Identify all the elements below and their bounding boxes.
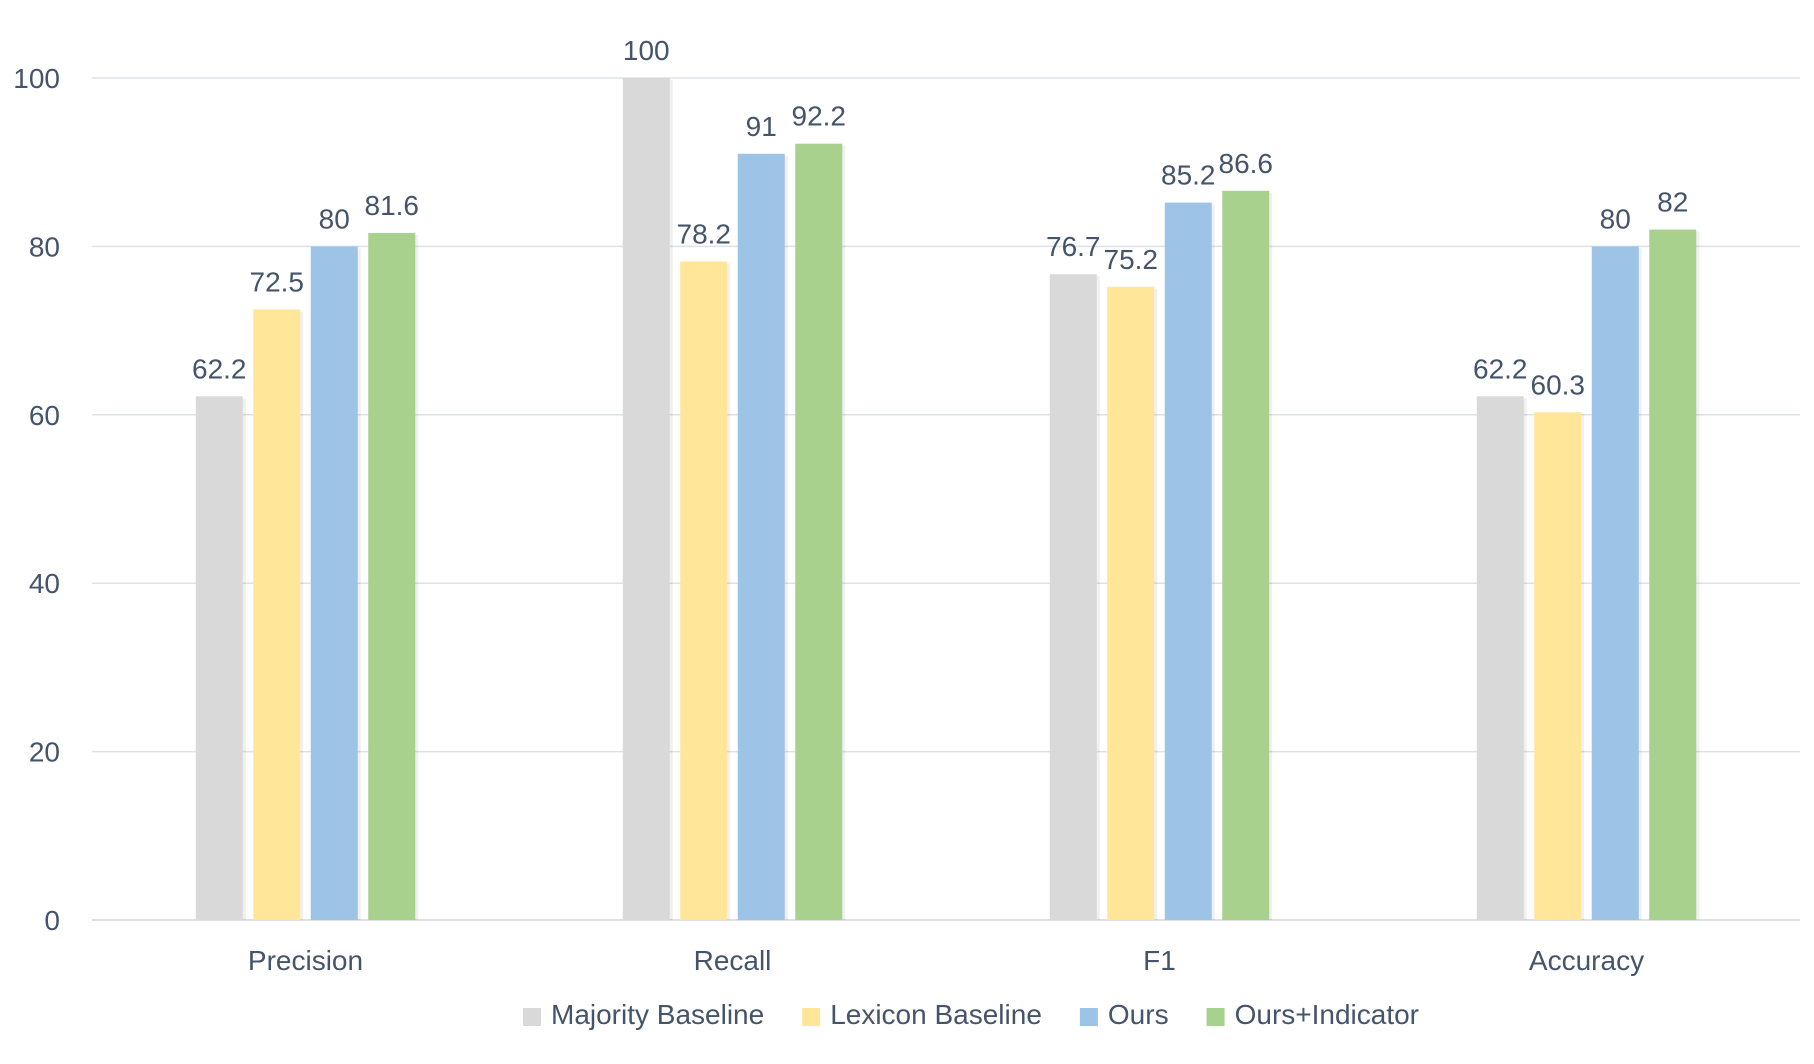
bar-ours-indicator-recall xyxy=(795,143,843,920)
legend-swatch xyxy=(1206,1008,1225,1026)
data-label: 92.2 xyxy=(792,101,847,132)
data-label: 91 xyxy=(746,111,777,142)
x-axis-ticks: Precision Recall F1 Accuracy xyxy=(248,945,1644,976)
y-axis-ticks: 0 20 40 60 80 100 xyxy=(13,63,60,936)
x-tick-label: Accuracy xyxy=(1529,945,1644,976)
data-label: 80 xyxy=(1600,203,1631,234)
data-label: 85.2 xyxy=(1161,160,1216,191)
data-label: 75.2 xyxy=(1104,244,1159,275)
x-tick-label: Precision xyxy=(248,945,363,976)
bar-ours-indicator-accuracy xyxy=(1649,229,1697,920)
data-label: 76.7 xyxy=(1046,231,1101,262)
legend-label: Majority Baseline xyxy=(551,999,764,1030)
data-label: 100 xyxy=(623,35,670,66)
y-tick-label: 100 xyxy=(13,63,60,94)
x-tick-label: F1 xyxy=(1143,945,1176,976)
legend-label: Lexicon Baseline xyxy=(830,999,1042,1030)
bar-lexicon-baseline-precision xyxy=(253,309,301,920)
y-tick-label: 40 xyxy=(29,568,60,599)
legend-swatch xyxy=(802,1008,821,1026)
bar-majority-baseline-recall xyxy=(622,78,670,920)
y-tick-label: 20 xyxy=(29,737,60,768)
data-label: 80 xyxy=(319,203,350,234)
y-tick-label: 80 xyxy=(29,231,60,262)
legend-item: Ours xyxy=(1079,999,1169,1030)
y-tick-label: 0 xyxy=(44,905,60,936)
bars xyxy=(195,78,1700,921)
legend: Majority Baseline Lexicon Baseline Ours Our… xyxy=(522,999,1419,1030)
data-label: 72.5 xyxy=(250,267,305,298)
data-label: 60.3 xyxy=(1531,369,1586,400)
bar-ours-indicator-f1 xyxy=(1222,190,1270,920)
data-label: 81.6 xyxy=(365,190,420,221)
data-label: 62.2 xyxy=(1473,353,1528,384)
bar-ours-f1 xyxy=(1164,202,1212,921)
bar-lexicon-baseline-recall xyxy=(680,261,728,920)
bar-ours-accuracy xyxy=(1591,246,1639,920)
legend-item: Lexicon Baseline xyxy=(802,999,1042,1030)
legend-label: Ours xyxy=(1108,999,1169,1030)
legend-item: Majority Baseline xyxy=(522,999,764,1030)
bar-ours-indicator-precision xyxy=(368,232,416,921)
y-tick-label: 60 xyxy=(29,400,60,431)
bar-majority-baseline-precision xyxy=(195,396,243,920)
data-label: 82 xyxy=(1657,187,1688,218)
data-label: 62.2 xyxy=(192,353,247,384)
bar-majority-baseline-accuracy xyxy=(1476,396,1524,920)
legend-label: Ours+Indicator xyxy=(1235,999,1419,1030)
data-label: 78.2 xyxy=(677,219,732,250)
bar-ours-precision xyxy=(310,246,358,920)
bar-ours-recall xyxy=(737,153,785,920)
bar-lexicon-baseline-f1 xyxy=(1107,286,1155,920)
data-label: 86.6 xyxy=(1219,148,1274,179)
bar-majority-baseline-f1 xyxy=(1049,274,1097,920)
bar-lexicon-baseline-accuracy xyxy=(1534,412,1582,920)
legend-item: Ours+Indicator xyxy=(1206,999,1419,1030)
x-tick-label: Recall xyxy=(694,945,772,976)
legend-swatch xyxy=(1079,1008,1098,1026)
legend-swatch xyxy=(522,1008,541,1026)
